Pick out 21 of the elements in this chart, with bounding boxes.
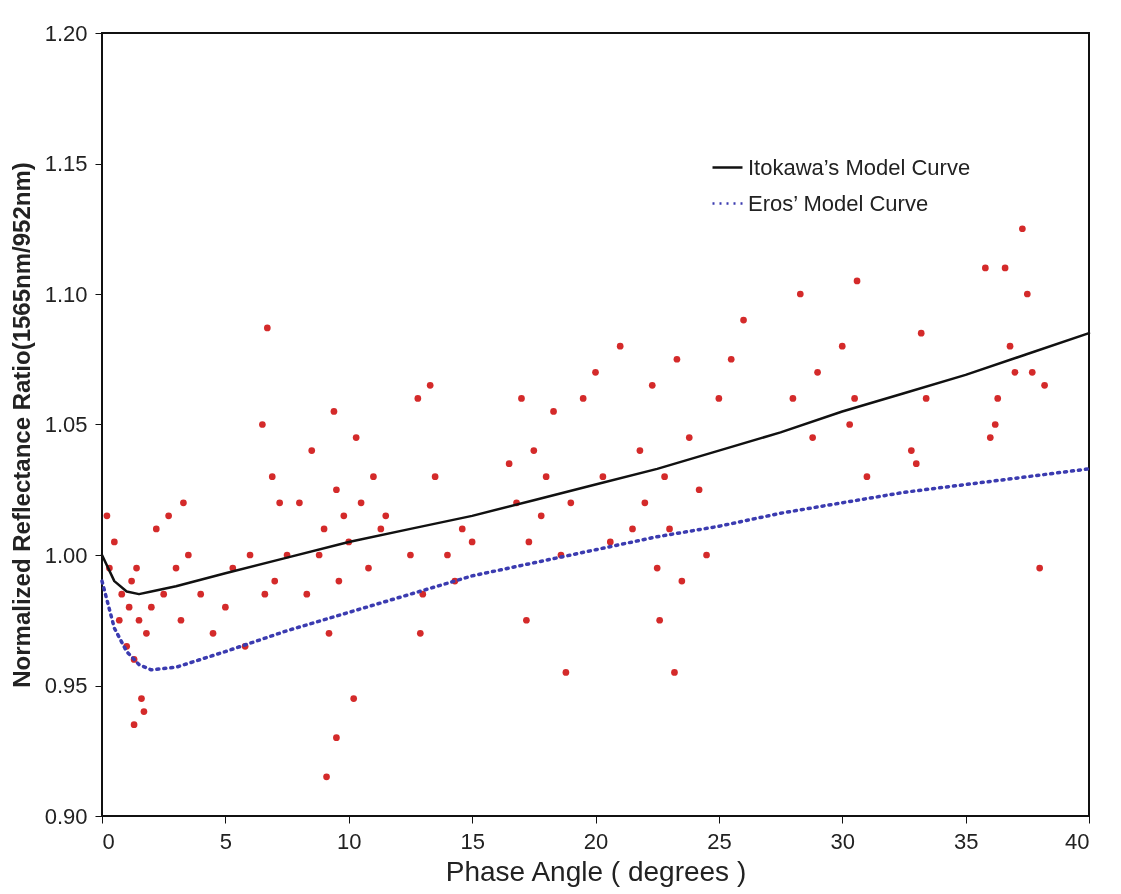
line-series — [100, 467, 1091, 672]
x-tick-label: 35 — [953, 828, 979, 854]
x-tick-label: 5 — [219, 828, 232, 854]
y-tick-label: 1.00 — [44, 542, 88, 568]
x-tick-label: 25 — [707, 828, 732, 854]
y-tick-label: 1.10 — [44, 281, 88, 307]
x-axis-title: Phase Angle ( degrees ) — [445, 855, 747, 887]
x-tick-label: 0 — [102, 828, 115, 854]
x-tick-label: 30 — [830, 828, 855, 854]
x-tick-label: 40 — [1065, 828, 1090, 854]
y-axis-title: Normalized Reflectance Ratio(1565nm/952nm) — [7, 162, 35, 688]
x-tick-label: 15 — [460, 828, 485, 854]
x-tick-label: 10 — [337, 828, 362, 854]
y-tick-label: 1.05 — [44, 412, 88, 437]
y-tick-label: 1.15 — [44, 151, 88, 176]
x-tick-label: 20 — [583, 828, 609, 854]
legend-label: Eros’ Model Curve — [748, 190, 929, 216]
y-tick-label: 1.20 — [44, 20, 88, 46]
y-tick-label: 0.90 — [44, 803, 88, 829]
y-tick-label: 0.95 — [44, 673, 88, 698]
legend-label: Itokawa’s Model Curve — [748, 154, 971, 180]
